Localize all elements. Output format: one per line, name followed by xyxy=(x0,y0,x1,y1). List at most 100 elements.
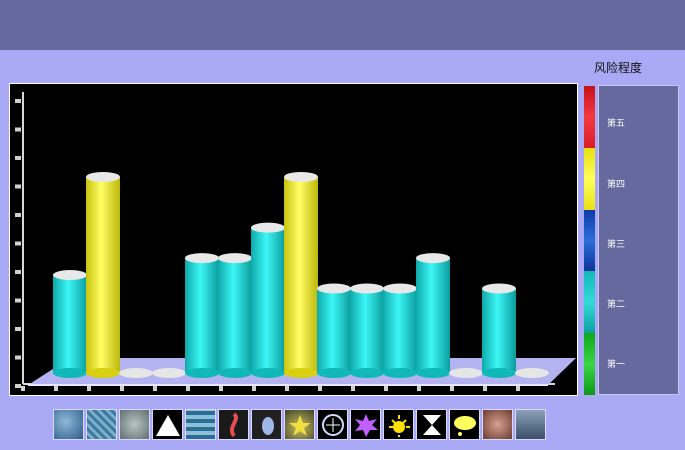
x-tick xyxy=(186,386,190,391)
top-bar xyxy=(0,0,685,50)
bar-top xyxy=(218,253,252,264)
helix-icon[interactable] xyxy=(185,409,216,440)
bar-body xyxy=(383,288,417,373)
bar xyxy=(482,283,516,378)
bar-body xyxy=(482,288,516,373)
bar-top xyxy=(317,283,351,294)
x-tick xyxy=(516,386,520,391)
bar-bottom xyxy=(383,368,417,378)
star-icon[interactable] xyxy=(284,409,315,440)
bar-bottom xyxy=(53,368,87,378)
y-tick xyxy=(15,241,21,246)
y-tick xyxy=(15,298,21,303)
bar-base-empty xyxy=(119,368,153,378)
bar-bottom xyxy=(185,368,219,378)
brain-icon[interactable] xyxy=(317,409,348,440)
bar-body xyxy=(350,288,384,373)
bar-top xyxy=(350,283,384,294)
bar-bottom xyxy=(86,368,120,378)
y-tick xyxy=(15,327,21,331)
hourglass-icon[interactable] xyxy=(416,409,447,440)
chart-area xyxy=(9,83,578,396)
bar xyxy=(350,283,384,378)
bar-top xyxy=(383,283,417,294)
bar-body xyxy=(251,227,285,373)
legend-level-5: 第五 xyxy=(607,119,626,129)
scale-segment-1 xyxy=(584,333,595,395)
speech-bubble-icon[interactable] xyxy=(449,409,480,440)
scale-segment-3 xyxy=(584,209,595,272)
bar-top xyxy=(251,222,285,233)
bar xyxy=(416,253,450,378)
cells-blue-icon[interactable] xyxy=(86,409,117,440)
x-tick xyxy=(483,386,487,391)
worm-icon[interactable] xyxy=(218,409,249,440)
bird-icon[interactable] xyxy=(251,409,282,440)
bar-body xyxy=(86,176,120,373)
chart-bars xyxy=(53,171,549,378)
scale-segment-5 xyxy=(584,86,595,148)
x-tick xyxy=(285,386,289,391)
bar-bottom xyxy=(251,368,285,378)
y-tick xyxy=(15,270,21,274)
bar xyxy=(251,222,285,378)
bar xyxy=(383,283,417,378)
sun-icon[interactable] xyxy=(383,409,414,440)
bar xyxy=(185,253,219,378)
legend-level-2: 第二 xyxy=(607,300,626,310)
scale-segment-4 xyxy=(584,147,595,210)
bar-base-empty xyxy=(449,368,483,378)
bar-top xyxy=(185,253,219,264)
bar xyxy=(53,269,87,378)
bar-top xyxy=(53,269,87,280)
x-tick xyxy=(384,386,388,391)
bar xyxy=(86,171,120,378)
bar-top xyxy=(416,253,450,264)
bar-bottom xyxy=(317,368,351,378)
x-tick xyxy=(318,386,322,391)
y-tick xyxy=(15,184,21,189)
risk-color-scale xyxy=(584,86,595,395)
bar-body xyxy=(185,258,219,373)
legend-level-3: 第三 xyxy=(607,240,626,250)
x-tick xyxy=(219,386,223,391)
x-tick xyxy=(21,386,25,391)
bar-base-empty xyxy=(152,368,186,378)
y-tick xyxy=(15,355,21,360)
x-tick xyxy=(417,386,421,391)
x-tick xyxy=(120,386,124,391)
tissue-grey-icon[interactable] xyxy=(119,409,150,440)
bar xyxy=(284,171,318,378)
x-tick xyxy=(153,386,157,391)
triangle-icon[interactable] xyxy=(152,409,183,440)
bar-body xyxy=(284,176,318,373)
bar-body xyxy=(416,258,450,373)
bar-bottom xyxy=(416,368,450,378)
bar-top xyxy=(86,171,120,182)
bar-chart xyxy=(15,92,576,391)
bar xyxy=(218,253,252,378)
molecule-blue-icon[interactable] xyxy=(53,409,84,440)
y-tick xyxy=(15,213,21,217)
bar-body xyxy=(53,274,87,373)
legend-title: 风险程度 xyxy=(594,61,643,75)
bar-bottom xyxy=(350,368,384,378)
x-tick xyxy=(54,386,58,391)
bar-top xyxy=(284,171,318,182)
y-tick xyxy=(15,127,21,132)
image-toolbar xyxy=(53,409,548,441)
x-tick xyxy=(351,386,355,391)
landscape-icon[interactable] xyxy=(515,409,546,440)
bar-body xyxy=(317,288,351,373)
coral-icon[interactable] xyxy=(482,409,513,440)
scale-segment-2 xyxy=(584,271,595,334)
splash-icon[interactable] xyxy=(350,409,381,440)
y-tick xyxy=(15,99,21,103)
bar-bottom xyxy=(218,368,252,378)
legend-level-1: 第一 xyxy=(607,360,626,370)
bar-top xyxy=(482,283,516,294)
bar-body xyxy=(218,258,252,373)
y-tick xyxy=(15,156,21,160)
legend-panel: 第五 第四 第三 第二 第一 xyxy=(598,85,679,395)
bar-bottom xyxy=(284,368,318,378)
